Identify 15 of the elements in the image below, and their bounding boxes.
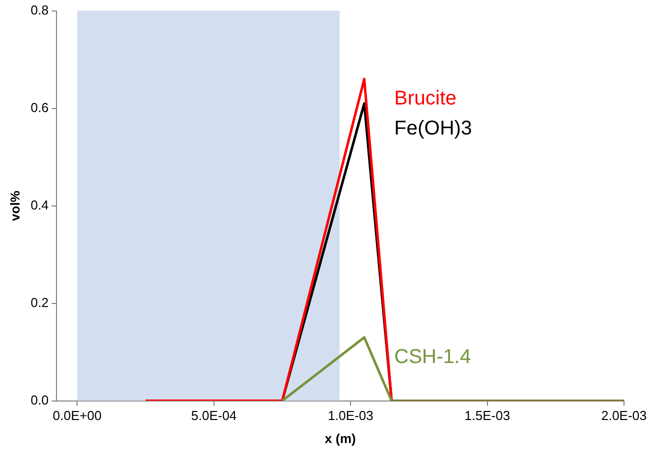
series-label: CSH-1.4 <box>394 346 471 368</box>
y-tick-label: 0.6 <box>30 100 49 115</box>
y-tick-label: 0.4 <box>30 197 49 212</box>
x-axis-title: x (m) <box>324 430 356 446</box>
x-tick-label: 2.0E-03 <box>601 408 647 424</box>
x-tick-label: 1.0E-03 <box>328 408 374 424</box>
y-axis-title: vol% <box>7 190 22 221</box>
x-tick-label: 1.5E-03 <box>464 408 510 424</box>
y-tick-label: 0.8 <box>30 2 49 18</box>
series-label: Brucite <box>394 88 457 110</box>
y-tick-label: 0.0 <box>30 392 49 408</box>
x-tick-label: 0.0E+00 <box>52 408 102 424</box>
x-tick-label: 5.0E-04 <box>191 408 237 424</box>
series-label: Fe(OH)3 <box>394 118 472 140</box>
y-tick-label: 0.2 <box>30 294 49 310</box>
